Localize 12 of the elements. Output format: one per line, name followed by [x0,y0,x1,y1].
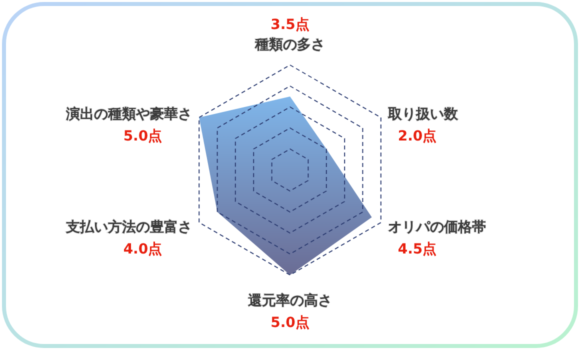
spoke-label: 演出の種類や豪華さ [65,106,192,122]
spoke-label: 種類の多さ [254,37,325,53]
spoke-label: 還元率の高さ [247,292,332,309]
spoke-label: 取り扱い数 [386,106,459,122]
spoke-label: オリパの価格帯 [388,220,486,236]
text: 4.0点 [123,242,162,258]
spoke-label: 支払い方法の豊富さ [65,218,192,236]
text: 4.5点 [398,242,437,258]
text: 3.5点 [270,17,310,33]
text: 2.0点 [398,128,437,144]
text: 5.0点 [270,315,310,331]
text: 5.0点 [123,128,162,144]
